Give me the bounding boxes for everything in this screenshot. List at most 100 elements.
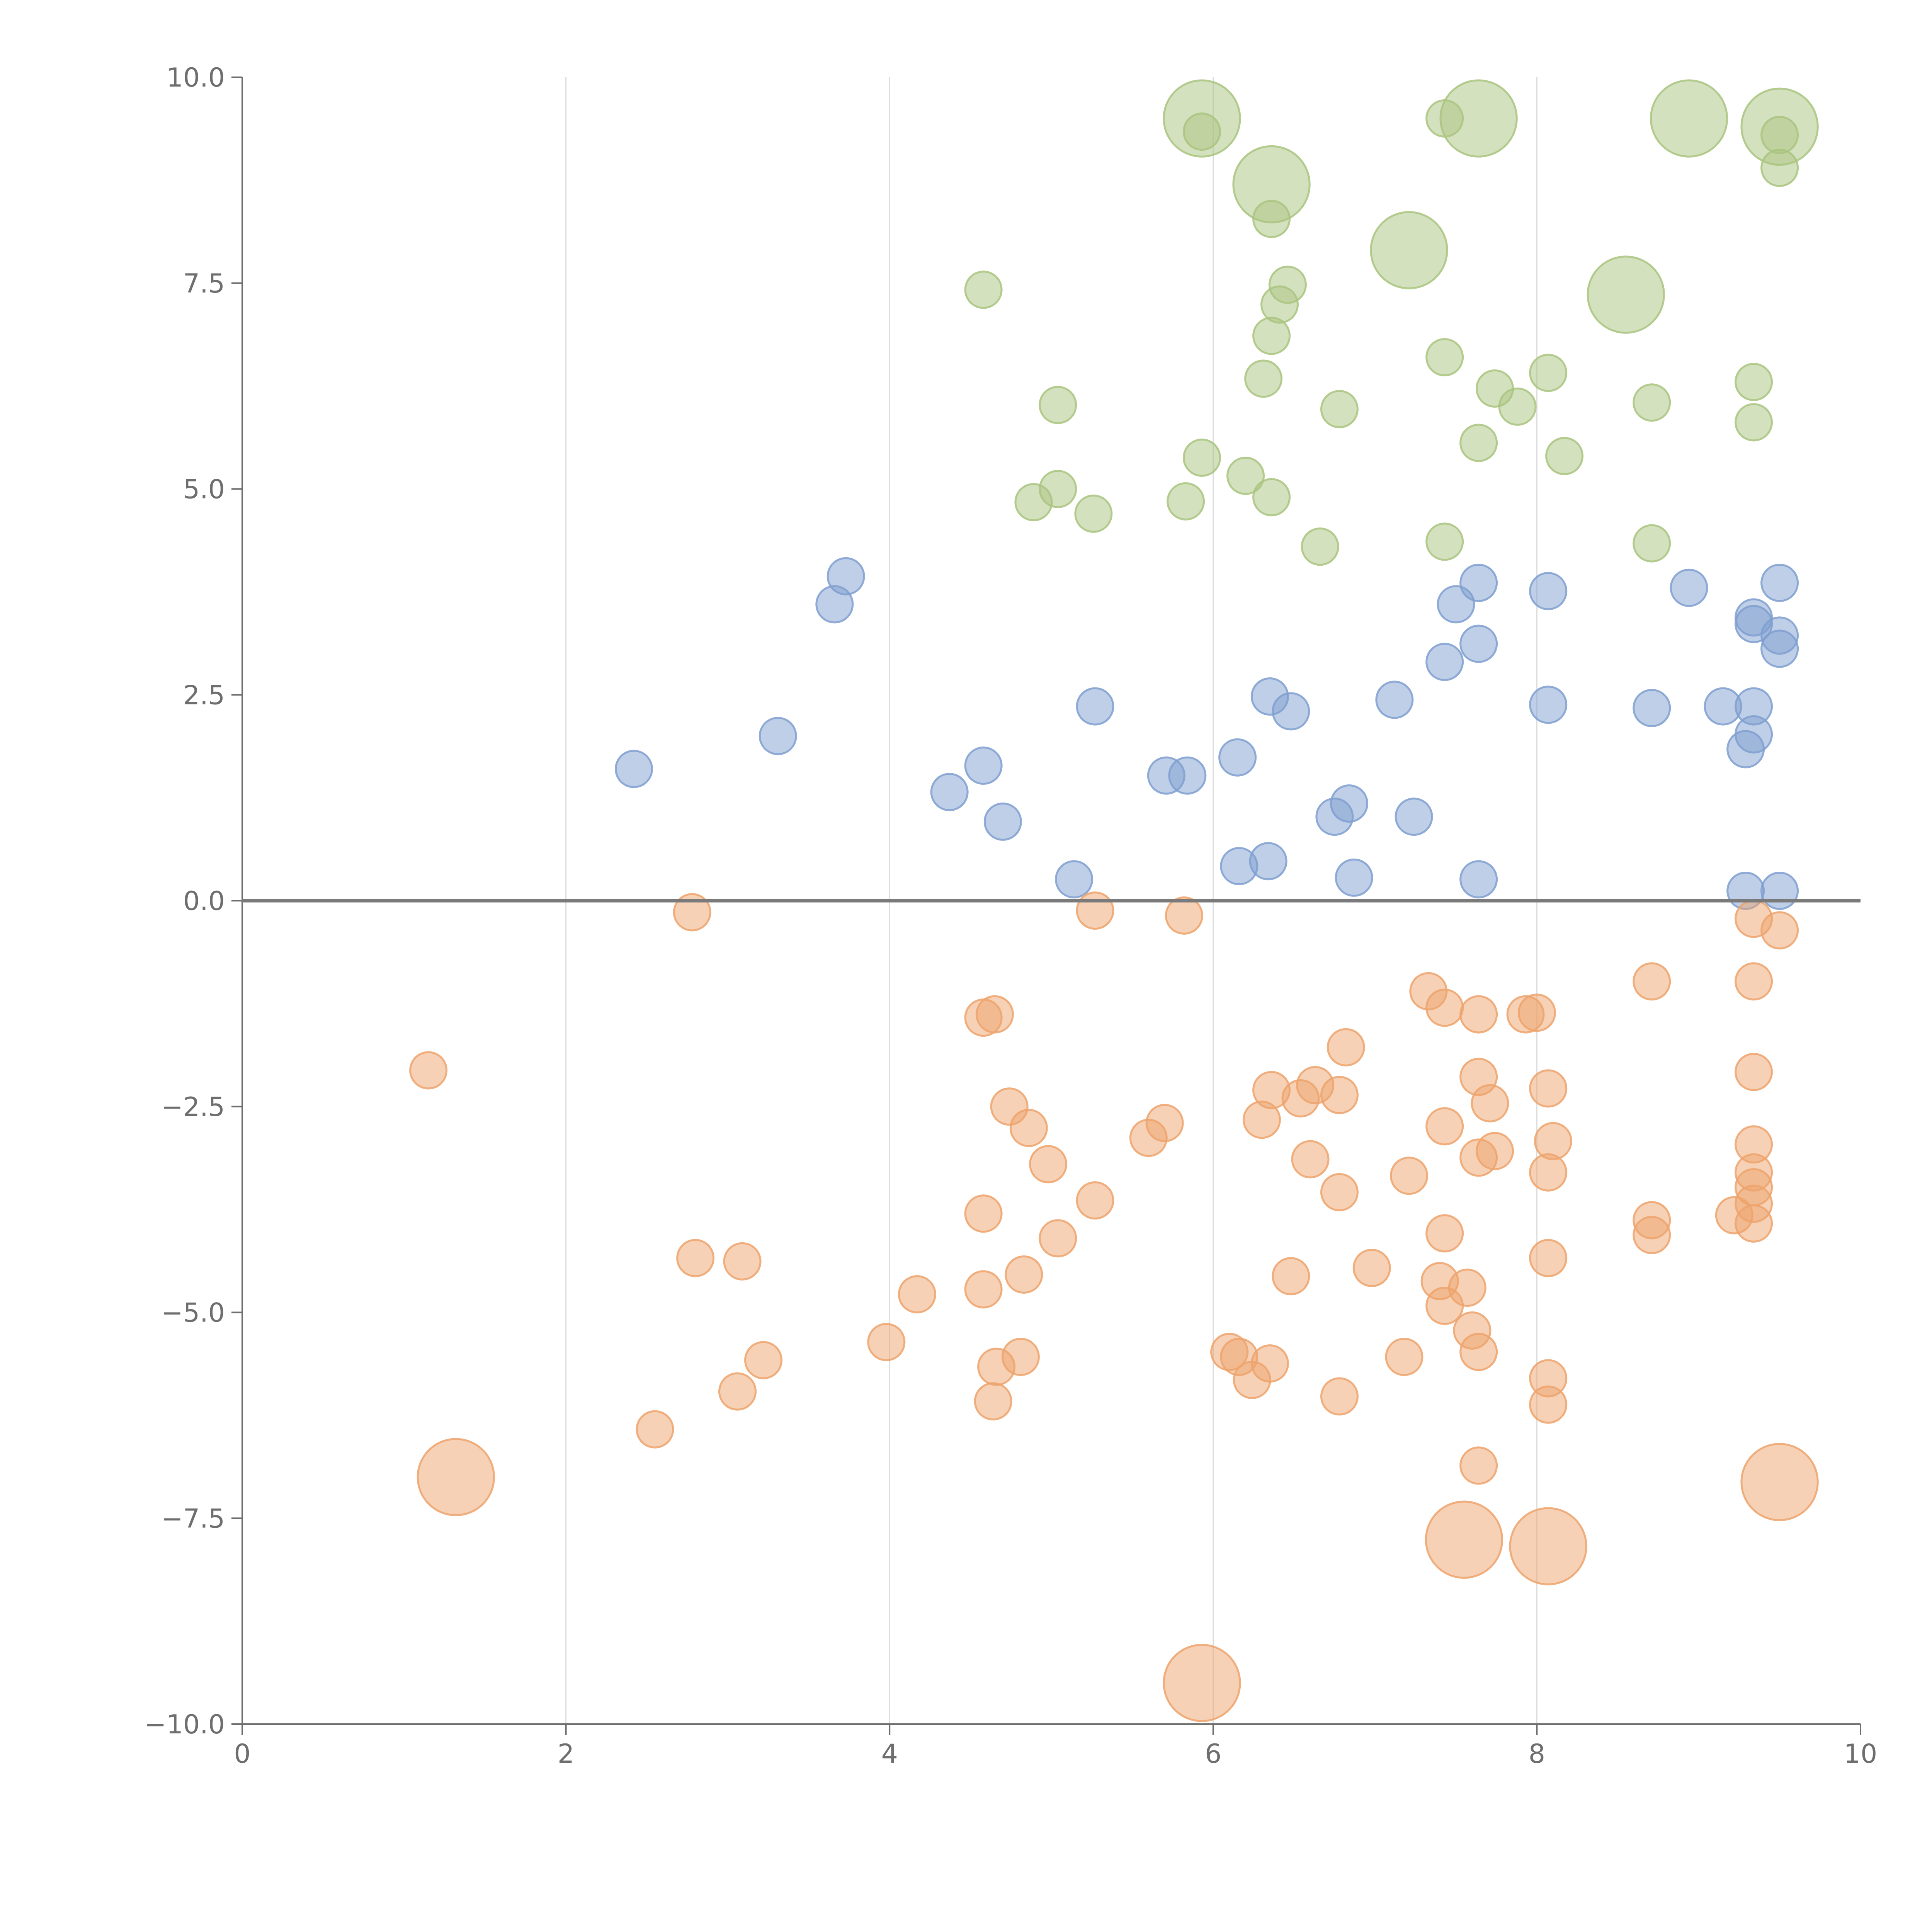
lower-data-point <box>964 1194 1003 1233</box>
lower-data-point <box>1529 1069 1568 1108</box>
lower-data-point <box>1390 1156 1429 1195</box>
lower-data-point <box>1735 1053 1773 1091</box>
lower-data-point <box>1760 911 1799 950</box>
middle-data-point <box>1459 624 1498 663</box>
middle-data-point <box>1425 643 1464 681</box>
lower-data-point <box>1001 1338 1040 1376</box>
middle-data-point <box>1633 689 1671 727</box>
lower-data-point <box>1327 1028 1365 1066</box>
middle-data-point <box>1076 687 1114 726</box>
lower-data-point <box>1291 1140 1330 1179</box>
lower-data-point <box>1005 1255 1043 1294</box>
upper-data-point <box>1244 359 1283 398</box>
lower-data-point <box>1029 1145 1068 1184</box>
lower-data-point <box>636 1410 674 1449</box>
middle-data-point <box>964 747 1003 785</box>
lower-data-point <box>1459 1333 1498 1371</box>
middle-data-point <box>827 557 865 595</box>
middle-data-point <box>1249 842 1287 881</box>
x-tick-label: 6 <box>1205 1739 1221 1769</box>
upper-data-point <box>1182 439 1221 477</box>
lower-data-point <box>1250 1344 1289 1383</box>
x-tick-label: 2 <box>558 1739 574 1769</box>
upper-data-point <box>1498 387 1537 426</box>
x-tick-label: 4 <box>881 1739 898 1769</box>
upper-data-point <box>1459 423 1498 462</box>
middle-data-point <box>1529 685 1568 724</box>
upper-data-point <box>1650 79 1728 158</box>
lower-data-point <box>1633 962 1671 1001</box>
lower-data-point <box>1529 1153 1568 1192</box>
middle-data-point <box>759 717 797 755</box>
lower-data-point <box>1385 1338 1423 1376</box>
y-tick-label: 2.5 <box>183 680 225 711</box>
lower-data-point <box>1735 1204 1773 1243</box>
x-tick-label: 0 <box>234 1739 250 1769</box>
upper-data-point <box>1587 255 1665 334</box>
lower-data-point <box>409 1051 448 1090</box>
lower-data-point <box>1459 1138 1498 1177</box>
middle-data-point <box>1459 860 1498 899</box>
upper-data-point <box>1163 79 1241 158</box>
lower-data-point <box>1633 1216 1671 1254</box>
lower-data-point <box>1735 962 1773 1001</box>
lower-data-point <box>1425 1500 1503 1579</box>
y-tick-label: 10.0 <box>167 63 225 93</box>
middle-data-point <box>1726 730 1765 769</box>
lower-data-point <box>718 1372 757 1411</box>
y-tick-label: 0.0 <box>183 886 225 917</box>
middle-data-point <box>1272 692 1310 731</box>
lower-data-point <box>673 893 711 932</box>
upper-data-point <box>1735 362 1773 401</box>
lower-data-point <box>974 1382 1012 1421</box>
middle-data-point <box>930 773 969 811</box>
lower-data-point <box>1459 1446 1498 1485</box>
lower-data-point <box>867 1323 906 1361</box>
lower-data-point <box>1425 1214 1464 1253</box>
middle-data-point <box>1395 798 1433 836</box>
middle-data-point <box>1760 629 1799 668</box>
lower-data-point <box>1448 1269 1486 1307</box>
lower-data-point <box>1740 1443 1819 1521</box>
upper-data-point <box>1740 87 1819 166</box>
lower-data-point <box>1471 1084 1509 1122</box>
lower-data-point <box>1509 1507 1587 1585</box>
lower-data-point <box>1163 1644 1241 1722</box>
upper-data-point <box>1735 403 1773 442</box>
middle-data-point <box>614 750 653 788</box>
upper-data-point <box>1545 437 1584 475</box>
upper-data-point <box>1014 483 1053 522</box>
middle-data-point <box>1760 871 1799 910</box>
middle-data-point <box>1375 680 1414 719</box>
lower-data-point <box>1272 1257 1310 1296</box>
middle-data-point <box>1335 858 1373 897</box>
upper-data-point <box>1425 522 1464 561</box>
upper-data-point <box>1232 145 1311 224</box>
upper-data-point <box>1439 79 1518 158</box>
upper-data-point <box>1252 478 1291 517</box>
lower-data-point <box>1425 1107 1464 1146</box>
upper-data-point <box>1633 383 1671 422</box>
lower-data-point <box>1039 1219 1077 1258</box>
upper-data-point <box>1226 456 1265 495</box>
upper-data-point <box>1252 316 1291 355</box>
upper-data-point <box>1301 527 1339 566</box>
upper-data-point <box>1074 494 1113 533</box>
upper-data-point <box>1320 390 1359 429</box>
upper-data-point <box>1370 211 1448 289</box>
lower-data-point <box>1517 993 1556 1032</box>
lower-data-point <box>723 1242 762 1281</box>
lower-data-point <box>417 1438 495 1516</box>
y-tick-label: −5.0 <box>161 1298 225 1328</box>
lower-data-point <box>1320 1173 1359 1211</box>
lower-data-point <box>1459 995 1498 1034</box>
middle-data-point <box>1760 563 1799 602</box>
middle-data-point <box>1459 563 1498 602</box>
data-points <box>409 79 1819 1722</box>
upper-data-point <box>1529 354 1568 392</box>
upper-data-point <box>964 270 1003 309</box>
lower-data-point <box>898 1275 936 1314</box>
lower-data-point <box>1425 988 1464 1027</box>
y-tick-label: −2.5 <box>161 1092 225 1122</box>
